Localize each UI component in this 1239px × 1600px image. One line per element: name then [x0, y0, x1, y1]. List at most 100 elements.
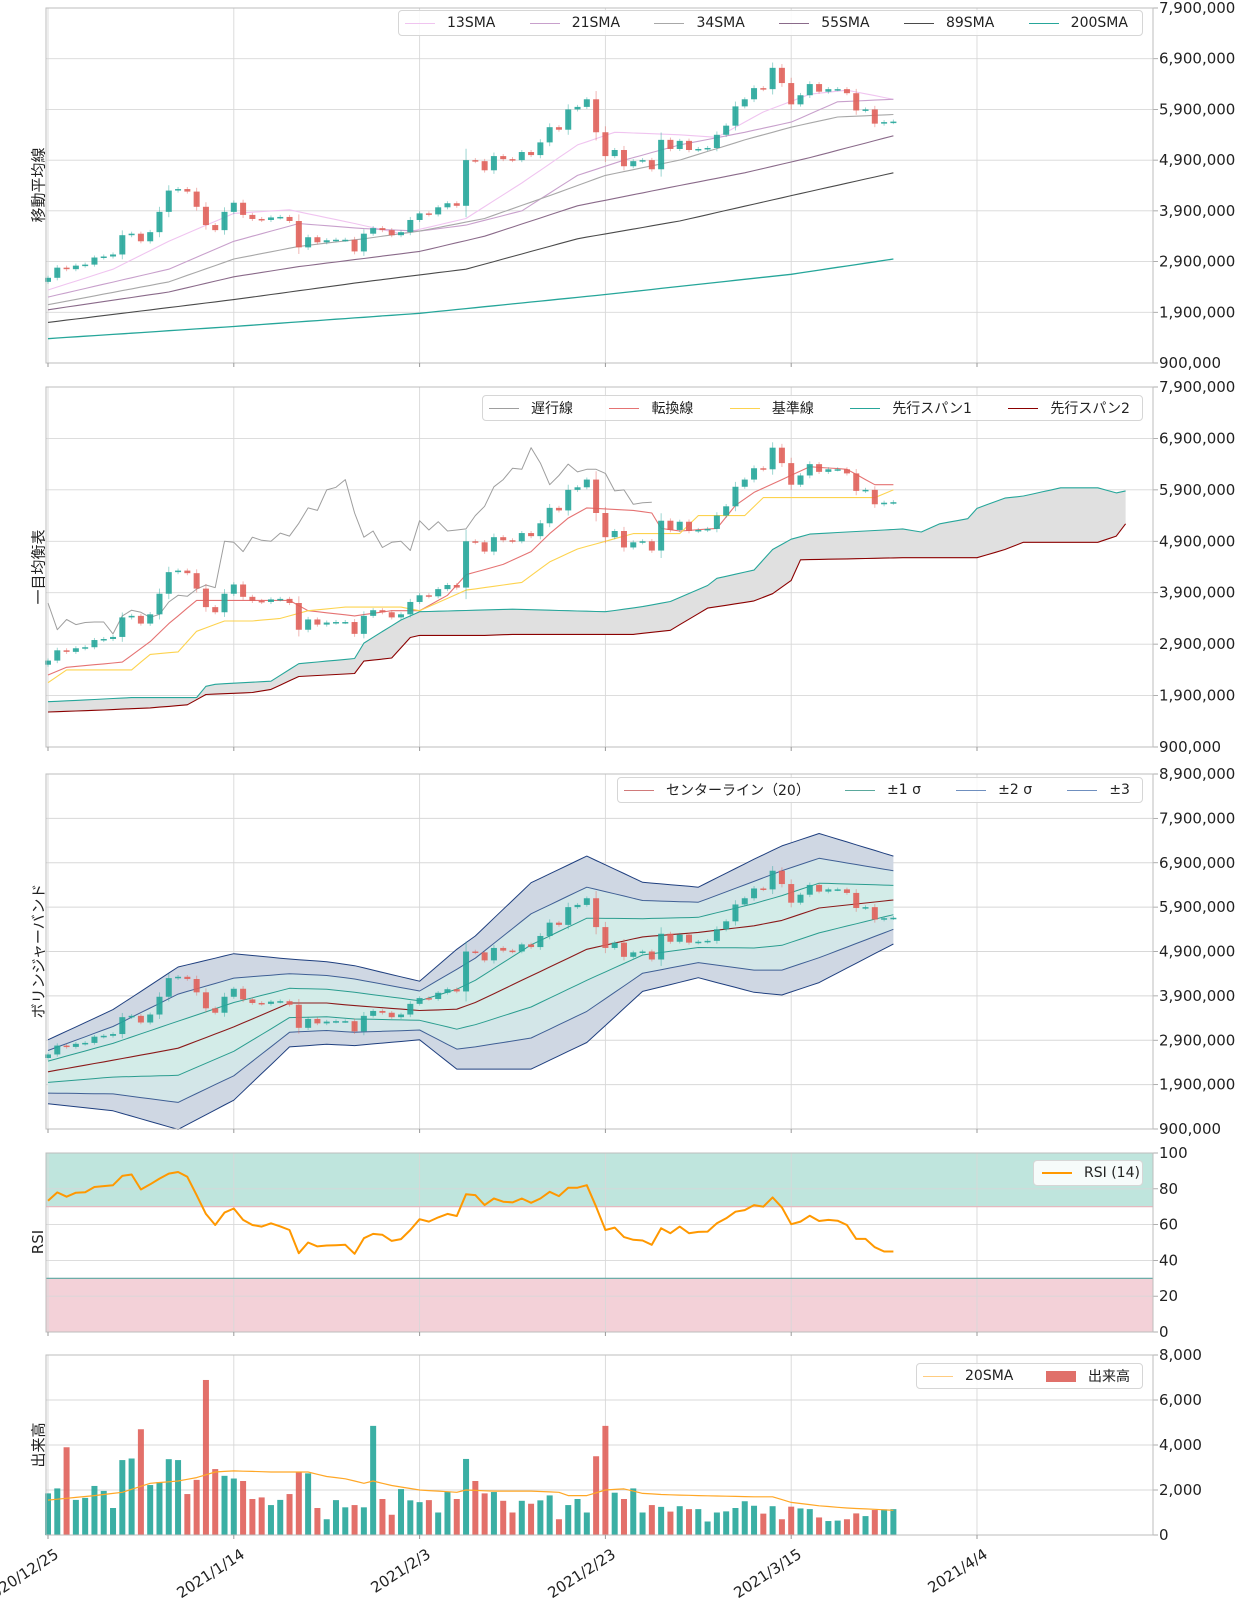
candle [407, 1001, 414, 1018]
volume-bar [751, 1505, 758, 1535]
candle [537, 933, 544, 950]
volume-bar [72, 1499, 79, 1535]
volume-bar [240, 1481, 247, 1535]
candle [853, 88, 860, 115]
candle-body [407, 601, 414, 615]
volume-bar [500, 1500, 507, 1535]
candle [342, 1019, 349, 1023]
candle [379, 226, 386, 233]
candle [648, 538, 655, 553]
candle-body [676, 521, 683, 530]
line-bollinger-lower-2sigma [47, 928, 894, 1103]
candle-body [890, 121, 897, 124]
candle-body [388, 1012, 395, 1018]
candle [881, 120, 888, 126]
candle-body [881, 502, 888, 505]
legend-label: ±1 σ [887, 782, 921, 798]
volume-bar [360, 1507, 367, 1535]
candle-body [630, 542, 637, 548]
candle [843, 467, 850, 476]
candle [82, 1041, 89, 1046]
candle [305, 1016, 312, 1031]
legend-label: RSI (14) [1084, 1165, 1140, 1181]
candle [871, 105, 878, 128]
volume-bar [230, 1478, 237, 1535]
candle [63, 1043, 70, 1049]
volume-bar [797, 1508, 804, 1535]
candle [407, 598, 414, 618]
candle-body [230, 584, 237, 594]
candle-body [639, 160, 646, 162]
candle [100, 636, 107, 643]
candle [630, 540, 637, 550]
legend-label: 先行スパン2 [1050, 401, 1130, 417]
y-tick-label: 4,000 [1159, 1436, 1202, 1454]
candle-body [713, 929, 720, 941]
candle [165, 973, 172, 1002]
candle [574, 903, 581, 909]
candle [100, 1034, 107, 1039]
volume-bar [342, 1507, 349, 1535]
y-tick-label: 8,900,000 [1159, 765, 1235, 783]
candle [797, 892, 804, 905]
y-tick-label: 4,900,000 [1159, 943, 1235, 961]
candle-body [658, 933, 665, 960]
y-tick-label: 5,900,000 [1159, 898, 1235, 916]
candle [416, 211, 423, 223]
line-senkou-span-2 [47, 523, 1127, 713]
volume-bar [583, 1512, 590, 1535]
candle-body [379, 228, 386, 231]
candle [862, 905, 869, 910]
candle [370, 1009, 377, 1018]
candle-body [323, 240, 330, 243]
candle [704, 939, 711, 944]
candle [332, 237, 339, 243]
candle-body [788, 884, 795, 903]
candles-panel-2 [45, 442, 897, 667]
candle [240, 581, 247, 600]
candle [435, 587, 442, 599]
candle-body [834, 89, 841, 91]
candle [574, 104, 581, 112]
volume-bar [277, 1499, 284, 1535]
line-bollinger-upper-1sigma [47, 882, 894, 1062]
volume-bar [147, 1485, 154, 1535]
candle-body [760, 88, 767, 90]
candle [565, 902, 572, 930]
candle-body [258, 1002, 265, 1005]
candle [648, 949, 655, 962]
candle-body [305, 237, 312, 248]
candle [147, 229, 154, 244]
candle [453, 582, 460, 590]
candle-body [91, 640, 98, 648]
volume-bar [881, 1509, 888, 1535]
ylabel-volume: 出来高 [29, 1422, 48, 1468]
candle [54, 647, 61, 664]
candle [370, 226, 377, 236]
candle [388, 610, 395, 620]
candle [54, 265, 61, 281]
legend-swatch [1067, 789, 1098, 791]
candle [267, 597, 274, 605]
y-tick-label: 2,000 [1159, 1481, 1202, 1499]
volume-bar [760, 1513, 767, 1535]
candle [537, 520, 544, 540]
candle [816, 462, 823, 474]
legend-sma: 13SMA 21SMA 34SMA 55SMA 89SMA 200SMA [398, 10, 1143, 36]
legend-label: 200SMA [1070, 15, 1128, 31]
volume-bar [713, 1512, 720, 1535]
candle-body [370, 228, 377, 234]
candle-body [751, 888, 758, 899]
candle [500, 946, 507, 953]
candle-body [723, 125, 730, 135]
candle [240, 199, 247, 218]
candle-body [277, 216, 284, 219]
candle-body [565, 907, 572, 925]
volume-bar [286, 1494, 293, 1535]
candle [230, 582, 237, 597]
candle [444, 582, 451, 592]
legend-swatch [1028, 22, 1059, 24]
legend-item-span2: 先行スパン2 [1008, 398, 1130, 418]
candle [425, 996, 432, 1001]
candle [490, 533, 497, 556]
